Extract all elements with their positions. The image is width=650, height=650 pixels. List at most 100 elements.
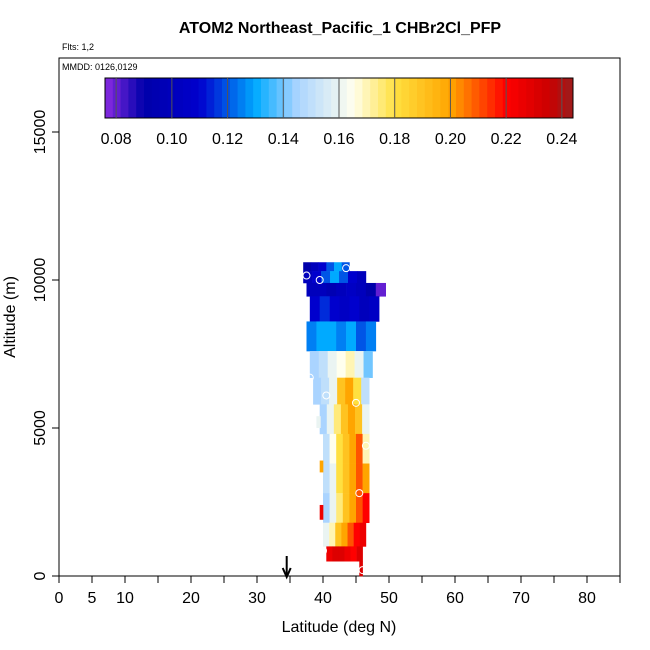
heatmap-cell [345, 351, 355, 378]
heatmap-cell [323, 493, 330, 524]
heatmap-cell [339, 296, 350, 322]
y-tick-label: 10000 [32, 258, 49, 303]
heatmap-cell [356, 271, 367, 284]
heatmap-cell [310, 262, 319, 272]
heatmap-cell [344, 546, 351, 562]
colorbar-segment [385, 78, 395, 118]
colorbar-tick-label: 0.16 [323, 131, 354, 148]
heatmap-cell [341, 262, 350, 272]
colorbar-segment [190, 78, 200, 118]
colorbar-segment [159, 78, 168, 118]
heatmap-cell [342, 493, 350, 524]
flights-label: Flts: 1,2 [62, 42, 94, 52]
heatmap-cell [326, 262, 335, 272]
heatmap-cell [341, 522, 348, 547]
colorbar-segment [323, 78, 332, 118]
colorbar-segment [409, 78, 418, 118]
heatmap-cell [336, 433, 344, 464]
heatmap-cell [342, 463, 350, 494]
heatmap-cell [345, 377, 354, 405]
colorbar-segment [144, 78, 153, 118]
heatmap-cell [339, 271, 349, 284]
sample-point [342, 264, 351, 273]
heatmap-cell [326, 546, 333, 562]
colorbar-segment [424, 78, 434, 118]
colorbar-segment [105, 78, 114, 118]
heatmap-cell [349, 296, 360, 322]
heatmap-cell [303, 271, 313, 284]
heatmap-cell [323, 463, 330, 494]
heatmap-cell [329, 493, 337, 524]
colorbar-segment [362, 78, 371, 118]
colorbar-tick-label: 0.08 [101, 131, 132, 148]
heatmap-cell [346, 282, 357, 297]
colorbar-segment [487, 78, 496, 118]
heatmap-cell [313, 377, 322, 405]
colorbar-segment [354, 78, 363, 118]
heatmap-cell [356, 463, 363, 494]
colorbar-segment [151, 78, 161, 118]
colorbar-segment [510, 78, 519, 118]
heatmap-cell [326, 404, 335, 435]
heatmap-cell [316, 321, 327, 352]
sample-points [302, 264, 390, 575]
heatmap-cell [350, 546, 357, 562]
heatmap-cell [359, 296, 370, 322]
heatmap-cell [329, 377, 338, 405]
colorbar-segment [136, 78, 145, 118]
heatmap-cell [321, 271, 331, 284]
x-tick-label: 20 [182, 590, 200, 607]
heatmap-cell [369, 296, 380, 322]
sample-point [315, 276, 324, 284]
sample-point [352, 398, 360, 407]
y-tick-label: 0 [32, 571, 49, 580]
heatmap-cell [349, 433, 357, 464]
heatmap-cell [353, 377, 362, 405]
colorbar-segment [112, 78, 122, 118]
heatmap-cell [347, 271, 358, 284]
colorbar-tick-label: 0.20 [435, 131, 466, 148]
heatmap-cell [363, 351, 373, 378]
colorbar-segment [346, 78, 356, 118]
x-tick-label: 80 [578, 590, 596, 607]
colorbar: 0.08 0.10 0.12 0.14 0.16 0.18 0.20 0.22 0.24 [101, 77, 578, 148]
x-tick-label: 60 [446, 590, 464, 607]
heatmap-cell [361, 377, 370, 405]
colorbar-tick-label: 0.12 [212, 131, 243, 148]
colorbar-segment [128, 78, 137, 118]
colorbar-segment [456, 78, 465, 118]
colorbar-tick-label: 0.14 [268, 131, 299, 148]
colorbar-segment [198, 78, 207, 118]
heatmap-cell [319, 504, 324, 520]
heatmap-cell [336, 282, 347, 297]
colorbar-segment [401, 78, 410, 118]
colorbar-segment [268, 78, 278, 118]
sample-point [322, 391, 331, 400]
colorbar-segment [448, 78, 457, 118]
colorbar-segment [307, 78, 317, 118]
heatmap-cell [326, 282, 337, 297]
heatmap-cell [316, 416, 321, 428]
x-axis: 0 5 10 20 30 40 50 60 70 80 [55, 576, 621, 607]
colorbar-segment [378, 78, 387, 118]
colorbar-segment [526, 78, 535, 118]
heatmap-cell [319, 460, 324, 473]
colorbar-segment [565, 78, 574, 118]
heatmap-cell [336, 493, 344, 524]
x-tick-label: 5 [88, 590, 97, 607]
heatmap-cell [323, 522, 330, 547]
heatmap-cell [306, 321, 317, 352]
heatmap-cell [355, 404, 363, 435]
y-axis: 0 5000 10000 15000 [32, 110, 59, 580]
x-tick-label: 50 [380, 590, 398, 607]
heatmap-cell [362, 493, 370, 524]
heatmap-cell [330, 271, 340, 284]
heatmap-cell [346, 321, 357, 352]
sample-point [302, 271, 311, 280]
heatmap-cell [319, 296, 330, 322]
heatmap-cell [336, 463, 344, 494]
x-tick-label: 30 [248, 590, 266, 607]
heatmap-cell [356, 282, 367, 297]
colorbar-segment [417, 78, 426, 118]
sample-point [361, 441, 370, 450]
